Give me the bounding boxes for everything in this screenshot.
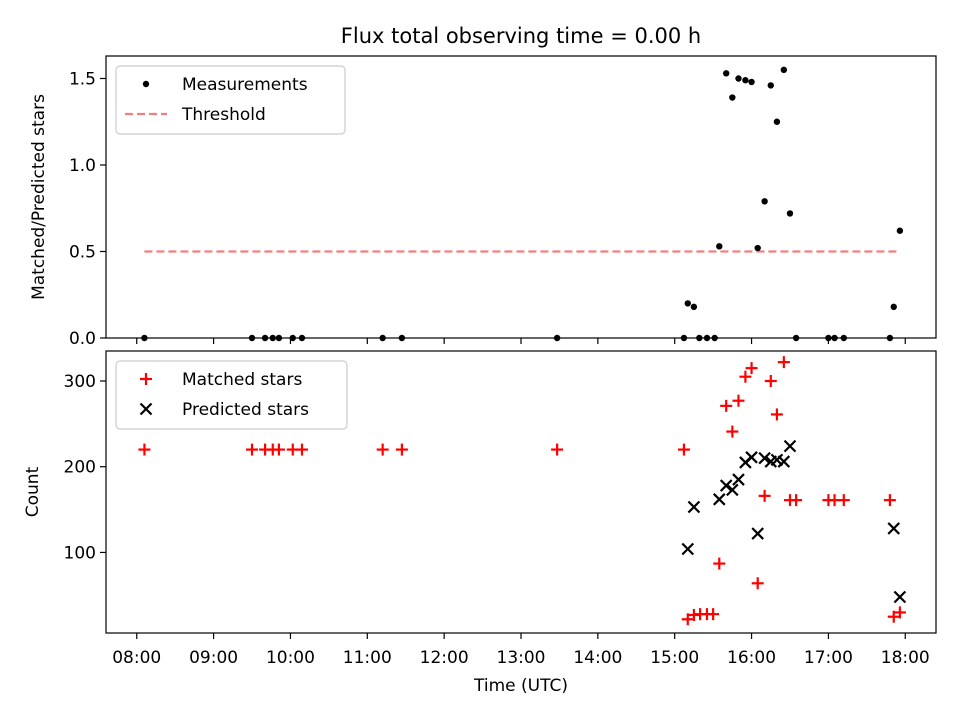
- matched-stars-point: [551, 443, 564, 456]
- legend-label: Measurements: [182, 75, 308, 95]
- predicted-stars-point: [758, 451, 771, 465]
- matched-stars-point: [720, 399, 733, 412]
- matched-stars-point: [726, 425, 739, 438]
- predicted-stars-point: [893, 590, 907, 604]
- legend-label: Predicted stars: [182, 400, 309, 420]
- predicted-stars-point: [887, 522, 901, 535]
- measurements-point: [716, 243, 723, 250]
- x-tick-label: 14:00: [573, 648, 622, 668]
- y-tick-label: 300: [64, 372, 96, 392]
- matched-stars-point: [739, 370, 752, 383]
- measurements-point: [742, 77, 749, 84]
- matched-stars-point: [770, 408, 783, 421]
- count-x-axis: 08:00 09:00 10:00 11:00 12:00 13:00 14:00 15:00…: [112, 633, 930, 668]
- legend-box: [115, 360, 348, 430]
- matched-stars-point: [707, 608, 720, 621]
- x-tick-label: 09:00: [189, 648, 238, 668]
- y-tick-label: 1.0: [69, 156, 96, 176]
- legend-box: [115, 65, 346, 135]
- x-tick-label: 15:00: [650, 648, 699, 668]
- count-panel: 100 200 300 08:00 09:00 10:00 11:00 12:00 13:00…: [23, 350, 937, 696]
- x-tick-label: 18:00: [881, 648, 930, 668]
- matched-stars-point: [745, 362, 758, 375]
- count-legend: Matched stars Predicted stars: [115, 360, 348, 430]
- measurements-point: [684, 300, 691, 307]
- measurements-point: [780, 66, 788, 74]
- x-tick-label: 10:00: [266, 648, 315, 668]
- matched-stars-point: [681, 613, 694, 626]
- x-tick-label: 13:00: [497, 648, 546, 668]
- matched-stars-point: [395, 443, 408, 456]
- measurements-point: [773, 118, 781, 125]
- ratio-y-axis-label: Matched/Predicted stars: [29, 94, 49, 300]
- predicted-stars-point: [681, 542, 695, 556]
- measurements-point: [735, 75, 742, 82]
- y-tick-label: 0.5: [69, 242, 96, 262]
- matched-stars-point: [376, 443, 389, 456]
- matched-stars-point: [751, 577, 764, 590]
- y-tick-label: 1.5: [69, 69, 96, 89]
- matched-stars-point: [272, 443, 285, 456]
- figure-title: Flux total observing time = 0.00 h: [341, 24, 701, 48]
- measurements-point: [754, 244, 761, 252]
- predicted-stars-point: [783, 439, 797, 453]
- matched-stars-point: [887, 610, 900, 623]
- matched-stars-point: [837, 494, 850, 507]
- ratio-y-axis: 0.0 0.5 1.0 1.5: [69, 69, 106, 349]
- count-y-axis-label: Count: [23, 466, 43, 517]
- y-tick-label: 100: [64, 543, 96, 563]
- matched-stars-point: [777, 356, 790, 369]
- predicted-stars-point: [719, 479, 733, 492]
- matched-stars-point: [764, 375, 777, 387]
- measurements-point: [748, 78, 755, 86]
- predicted-stars-point: [712, 493, 726, 506]
- predicted-stars-point: [745, 451, 758, 464]
- x-tick-label: 12:00: [420, 648, 469, 668]
- predicted-stars-point: [726, 483, 739, 497]
- matched-stars-point: [138, 443, 151, 456]
- legend-label: Matched stars: [182, 370, 302, 390]
- measurements-point: [729, 94, 736, 101]
- matched-stars-point: [713, 557, 726, 570]
- measurements-point: [767, 82, 774, 89]
- measurements-point: [890, 303, 897, 311]
- matched-stars-point: [758, 489, 771, 502]
- predicted-stars-point: [777, 455, 791, 468]
- measurements-point: [896, 227, 904, 234]
- x-tick-label: 08:00: [112, 648, 161, 668]
- matched-stars-point: [883, 494, 896, 507]
- y-tick-label: 0.0: [69, 329, 96, 349]
- matched-stars-point: [295, 443, 308, 456]
- predicted-stars-point: [751, 527, 764, 540]
- y-tick-label: 200: [64, 458, 96, 478]
- count-plot-area: [138, 356, 907, 626]
- legend-label: Threshold: [181, 105, 266, 125]
- matched-stars-point: [246, 443, 259, 456]
- predicted-stars-point: [687, 500, 701, 514]
- measurements-point: [690, 303, 698, 311]
- count-x-axis-label: Time (UTC): [473, 676, 568, 696]
- legend-swatch: [139, 402, 153, 416]
- x-tick-label: 17:00: [804, 648, 853, 668]
- predicted-stars-point: [732, 473, 745, 486]
- ratio-panel: 0.0 0.5 1.0 1.5 Matched/Predicted stars Mea…: [29, 55, 937, 349]
- measurements-point: [761, 198, 768, 205]
- matched-stars-point: [790, 494, 803, 507]
- measurements-point: [786, 210, 794, 217]
- legend-swatch: [140, 373, 152, 385]
- x-tick-label: 11:00: [343, 648, 392, 668]
- matched-stars-point: [893, 606, 906, 619]
- measurements-point: [722, 70, 730, 77]
- matched-stars-point: [677, 443, 690, 456]
- ratio-x-axis: [136, 338, 906, 344]
- count-y-axis: 100 200 300: [64, 372, 106, 563]
- matched-stars-point: [732, 394, 745, 407]
- legend-swatch: [142, 80, 150, 88]
- ratio-legend: Measurements Threshold: [115, 65, 346, 135]
- x-tick-label: 16:00: [727, 648, 776, 668]
